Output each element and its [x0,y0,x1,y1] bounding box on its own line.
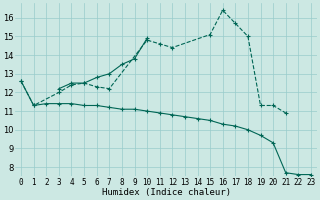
X-axis label: Humidex (Indice chaleur): Humidex (Indice chaleur) [101,188,230,197]
